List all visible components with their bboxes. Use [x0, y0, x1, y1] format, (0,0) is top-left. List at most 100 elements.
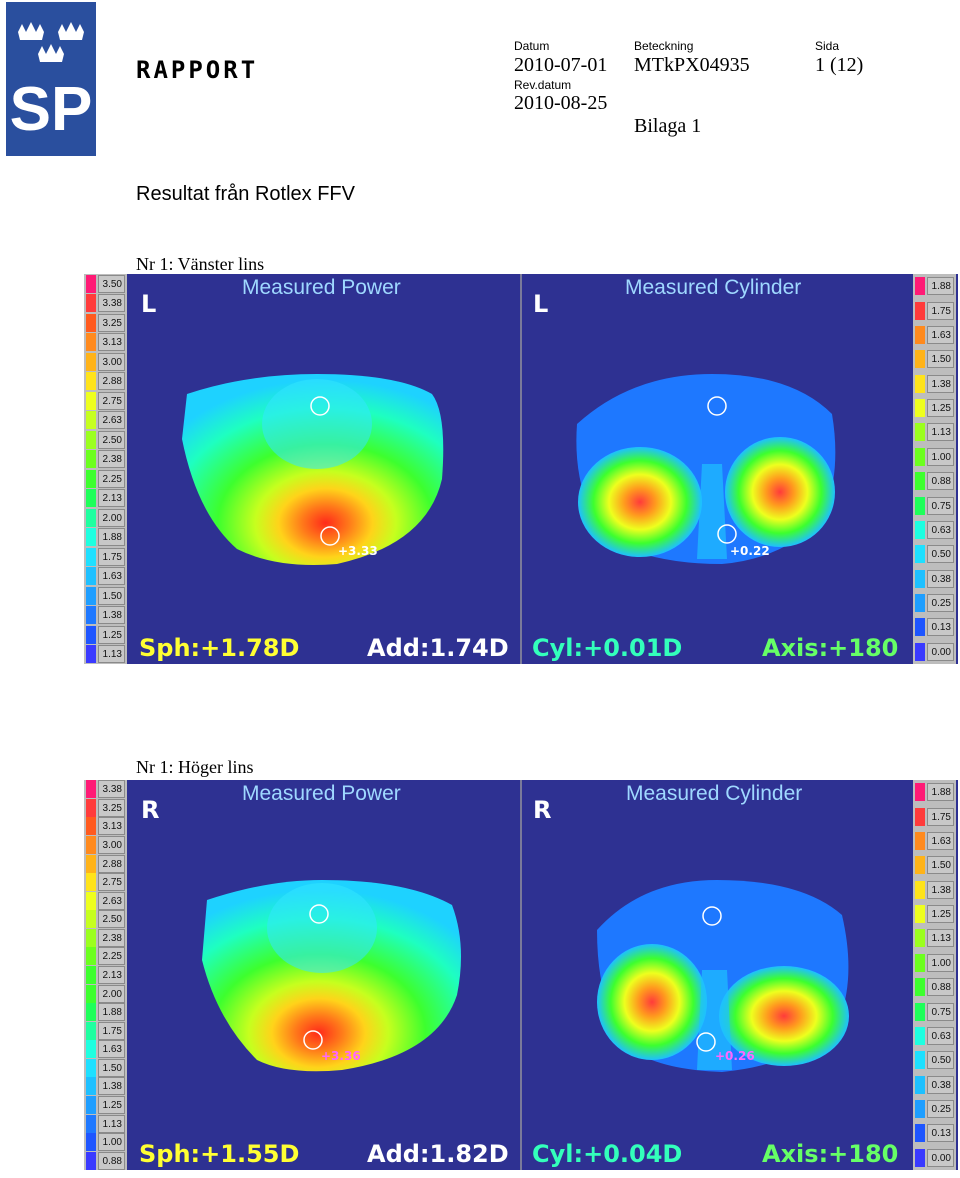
scale-label: 1.88 [927, 783, 954, 802]
scale-row: 3.00 [84, 835, 127, 855]
scale-swatch [915, 399, 925, 418]
scale-row: 3.00 [84, 352, 127, 372]
scale-label: 0.63 [927, 520, 954, 539]
scale-row: 1.88 [913, 780, 956, 804]
scale-row: 2.00 [84, 508, 127, 528]
scale-swatch [86, 567, 96, 586]
scale-row: 1.63 [84, 1040, 127, 1059]
cyl-value: Cyl:+0.04D [532, 1140, 683, 1168]
scale-swatch [86, 411, 96, 430]
beteckning-label: Beteckning [634, 39, 694, 53]
scale-swatch [915, 277, 925, 296]
scale-swatch [915, 807, 925, 826]
cylinder-scale: 1.88 1.75 1.63 1.50 1.38 1.25 1.13 1.00 0.88 0.75… [913, 274, 956, 664]
scale-swatch [915, 545, 925, 564]
scale-swatch [86, 817, 96, 836]
scale-label: 3.00 [98, 835, 125, 854]
scale-label: 3.25 [98, 313, 125, 332]
scale-row: 0.38 [913, 567, 956, 591]
scale-label: 1.38 [927, 880, 954, 899]
add-value: Add:1.82D [367, 1140, 509, 1168]
scale-row: 0.75 [913, 999, 956, 1023]
scale-row: 1.75 [913, 804, 956, 828]
cylinder-map-title: Measured Cylinder [625, 276, 802, 299]
scale-label: 0.88 [927, 978, 954, 997]
scale-swatch [915, 783, 925, 802]
scale-swatch [915, 831, 925, 850]
scale-label: 2.38 [98, 928, 125, 947]
sida-label: Sida [815, 39, 840, 53]
scale-row: 1.13 [913, 926, 956, 950]
scale-swatch [86, 873, 96, 892]
scale-swatch [86, 313, 96, 332]
scale-label: 1.25 [98, 1095, 125, 1114]
scale-row: 1.00 [84, 1133, 127, 1152]
scale-swatch [86, 469, 96, 488]
scale-swatch [915, 880, 925, 899]
scale-swatch [86, 508, 96, 527]
scale-swatch [86, 547, 96, 566]
scale-swatch [86, 1040, 96, 1059]
lens-map-panel-right: 3.38 3.25 3.13 3.00 2.88 2.75 2.63 2.50 2.38 2.25… [84, 780, 958, 1170]
scale-swatch [915, 520, 925, 539]
cylinder-map [576, 374, 836, 564]
scale-row: 1.25 [84, 1095, 127, 1115]
scale-label: 1.00 [927, 953, 954, 972]
scale-label: 0.75 [927, 1002, 954, 1021]
power-side-label: L [141, 290, 157, 318]
scale-swatch [915, 1124, 925, 1143]
scale-swatch [915, 856, 925, 875]
scale-label: 1.00 [927, 447, 954, 466]
scale-label: 2.25 [98, 947, 125, 966]
scale-row: 2.00 [84, 984, 127, 1003]
scale-row: 1.75 [84, 1021, 127, 1040]
scale-swatch [915, 978, 925, 997]
scale-label: 3.00 [98, 352, 125, 371]
sp-logo: SP [6, 2, 96, 156]
axis-value: Axis:+180 [762, 1140, 899, 1168]
scale-row: 0.63 [913, 518, 956, 542]
scale-row: 1.38 [84, 1077, 127, 1096]
scale-label: 1.88 [927, 277, 954, 296]
scale-row: 0.75 [913, 493, 956, 517]
scale-label: 1.63 [98, 1040, 125, 1059]
scale-label: 2.50 [98, 910, 125, 929]
cylinder-marker-value: +0.22 [730, 544, 770, 558]
scale-swatch [915, 472, 925, 491]
scale-swatch [915, 929, 925, 948]
scale-label: 3.13 [98, 817, 125, 836]
scale-swatch [86, 450, 96, 469]
scale-row: 1.75 [913, 298, 956, 322]
scale-label: 3.38 [98, 780, 125, 799]
scale-label: 0.50 [927, 545, 954, 564]
scale-label: 0.38 [927, 1075, 954, 1094]
scale-row: 2.88 [84, 854, 127, 873]
scale-swatch [86, 645, 96, 664]
scale-row: 1.13 [84, 1114, 127, 1133]
scale-row: 2.75 [84, 873, 127, 892]
scale-swatch [86, 606, 96, 625]
scale-row: 2.13 [84, 489, 127, 509]
scale-row: 3.13 [84, 817, 127, 836]
scale-swatch [86, 1133, 96, 1152]
scale-label: 0.75 [927, 496, 954, 515]
scale-label: 1.50 [98, 1058, 125, 1077]
scale-row: 1.63 [913, 829, 956, 853]
scale-label: 0.63 [927, 1026, 954, 1045]
scale-row: 0.50 [913, 1048, 956, 1072]
scale-swatch [86, 965, 96, 984]
revdatum-label: Rev.datum [514, 78, 572, 92]
scale-row: 0.88 [913, 469, 956, 493]
scale-label: 1.13 [927, 929, 954, 948]
lens-map-panel-left: 3.50 3.38 3.25 3.13 3.00 2.88 2.75 2.63 2.50 2.38… [84, 274, 958, 664]
scale-swatch [86, 1058, 96, 1077]
scale-label: 0.00 [927, 1148, 954, 1167]
scale-row: 2.75 [84, 391, 127, 411]
scale-label: 1.25 [927, 399, 954, 418]
scale-label: 1.63 [927, 831, 954, 850]
cylinder-marker-value: +0.26 [715, 1049, 755, 1063]
scale-row: 3.38 [84, 780, 127, 799]
scale-swatch [915, 569, 925, 588]
scale-row: 1.38 [84, 606, 127, 626]
scale-swatch [86, 528, 96, 547]
